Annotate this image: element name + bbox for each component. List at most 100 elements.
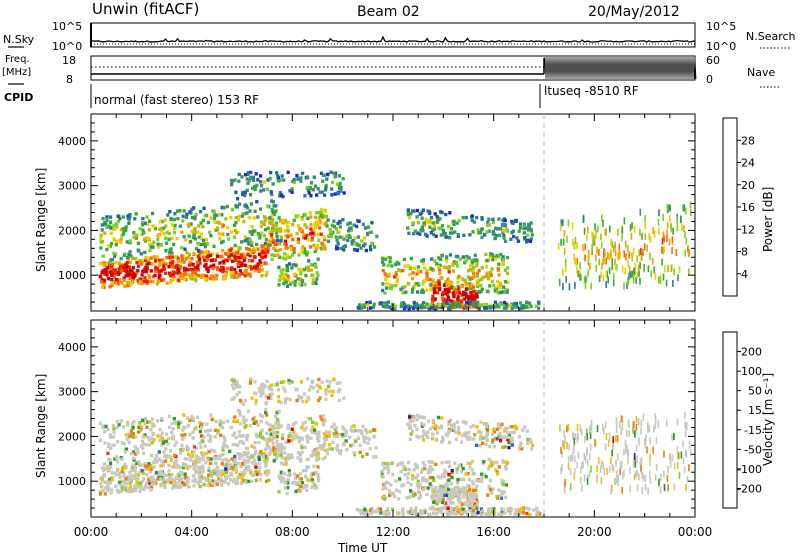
velocity-echo-point bbox=[175, 463, 180, 468]
velocity-echo-point bbox=[183, 433, 187, 437]
power-echo-point bbox=[164, 241, 169, 245]
power-echo-point bbox=[258, 259, 262, 263]
power-echo-point bbox=[321, 246, 325, 250]
velocity-echo-point bbox=[306, 457, 310, 462]
power-echo-point bbox=[165, 230, 169, 235]
power-echo-point bbox=[612, 245, 615, 253]
velocity-echo-point bbox=[368, 429, 373, 434]
power-echo-point bbox=[290, 266, 294, 270]
power-echo-point bbox=[559, 224, 562, 232]
velocity-echo-point bbox=[265, 431, 269, 436]
velocity-echo-point bbox=[190, 454, 194, 458]
velocity-echo-point bbox=[261, 454, 265, 459]
velocity-echo-point bbox=[485, 422, 489, 426]
velocity-echo-point bbox=[439, 506, 443, 511]
velocity-echo-point bbox=[229, 425, 233, 430]
velocity-echo-point bbox=[362, 440, 367, 444]
power-echo-point bbox=[401, 301, 406, 305]
velocity-echo-point bbox=[435, 512, 439, 516]
power-echo-point bbox=[411, 221, 415, 225]
velocity-echo-point bbox=[128, 470, 132, 475]
power-echo-point bbox=[617, 252, 620, 260]
power-echo-point bbox=[483, 305, 487, 310]
power-echo-point bbox=[501, 261, 505, 266]
velocity-echo-point bbox=[471, 472, 475, 476]
power-echo-point bbox=[173, 212, 177, 216]
velocity-echo-point bbox=[182, 435, 186, 439]
velocity-echo-point bbox=[416, 485, 421, 489]
velocity-echo-point bbox=[286, 481, 290, 485]
power-echo-point bbox=[279, 178, 283, 182]
power-echo-point bbox=[221, 266, 225, 270]
velocity-echo-point bbox=[244, 418, 248, 422]
velocity-echo-point bbox=[495, 495, 499, 499]
power-echo-point bbox=[607, 252, 609, 260]
velocity-echo-point bbox=[258, 452, 262, 456]
power-echo-point bbox=[170, 223, 174, 227]
power-echo-point bbox=[450, 283, 454, 288]
velocity-echo-point bbox=[434, 437, 438, 441]
power-echo-point bbox=[456, 276, 460, 280]
velocity-echo-point bbox=[468, 435, 472, 439]
power-echo-point bbox=[439, 210, 443, 214]
power-echo-point bbox=[383, 301, 387, 305]
power-echo-point bbox=[602, 274, 605, 282]
power-echo-point bbox=[146, 222, 150, 226]
velocity-colorbar-tick-label: -50 bbox=[744, 443, 762, 456]
velocity-echo-point bbox=[162, 450, 166, 454]
velocity-echo-point bbox=[499, 436, 503, 440]
power-echo-point bbox=[474, 292, 478, 297]
power-echo-point bbox=[149, 245, 153, 249]
power-echo-point bbox=[101, 239, 105, 244]
power-echo-point bbox=[519, 222, 523, 226]
velocity-echo-point bbox=[364, 512, 368, 517]
velocity-echo-point bbox=[265, 459, 269, 464]
velocity-echo-point bbox=[198, 467, 202, 471]
power-echo-point bbox=[190, 207, 194, 211]
velocity-echo-point bbox=[264, 402, 268, 406]
velocity-echo-point bbox=[421, 510, 425, 515]
power-echo-point bbox=[286, 170, 290, 174]
power-echo-point bbox=[271, 223, 275, 227]
velocity-echo-point bbox=[498, 438, 503, 443]
power-echo-point bbox=[435, 291, 440, 295]
velocity-echo-point bbox=[145, 472, 149, 477]
power-echo-point bbox=[381, 257, 385, 261]
power-echo-point bbox=[233, 255, 237, 259]
power-echo-point bbox=[321, 173, 326, 177]
velocity-echo-point bbox=[429, 484, 434, 488]
velocity-echo-point bbox=[298, 489, 302, 493]
power-echo-point bbox=[477, 278, 481, 283]
power-echo-point bbox=[136, 248, 140, 252]
power-echo-point bbox=[595, 232, 597, 240]
velocity-echo-point bbox=[141, 451, 146, 456]
power-echo-point bbox=[496, 268, 501, 273]
velocity-echo-point bbox=[455, 420, 459, 424]
velocity-echo-point bbox=[159, 434, 163, 438]
power-echo-point bbox=[627, 278, 629, 286]
power-echo-point bbox=[413, 305, 418, 309]
power-echo-point bbox=[372, 302, 376, 306]
power-echo-point bbox=[360, 239, 364, 243]
velocity-echo-point bbox=[317, 479, 321, 483]
power-echo-point bbox=[305, 225, 309, 230]
power-echo-point bbox=[131, 275, 135, 280]
velocity-echo-point bbox=[574, 433, 577, 440]
velocity-echo-point bbox=[221, 458, 225, 462]
power-echo-point bbox=[614, 249, 617, 257]
power-echo-point bbox=[573, 241, 575, 249]
velocity-echo-point bbox=[212, 479, 216, 483]
power-echo-point bbox=[643, 243, 646, 251]
power-echo-point bbox=[285, 234, 289, 238]
power-echo-point bbox=[180, 274, 184, 279]
power-echo-point bbox=[265, 187, 270, 191]
power-echo-point bbox=[605, 280, 607, 288]
velocity-echo-point bbox=[263, 452, 267, 456]
power-echo-point bbox=[259, 174, 263, 178]
power-echo-point bbox=[196, 264, 200, 268]
power-echo-point bbox=[208, 276, 212, 281]
velocity-echo-point bbox=[360, 509, 364, 513]
power-echo-point bbox=[213, 220, 217, 225]
power-echo-point bbox=[437, 303, 441, 307]
